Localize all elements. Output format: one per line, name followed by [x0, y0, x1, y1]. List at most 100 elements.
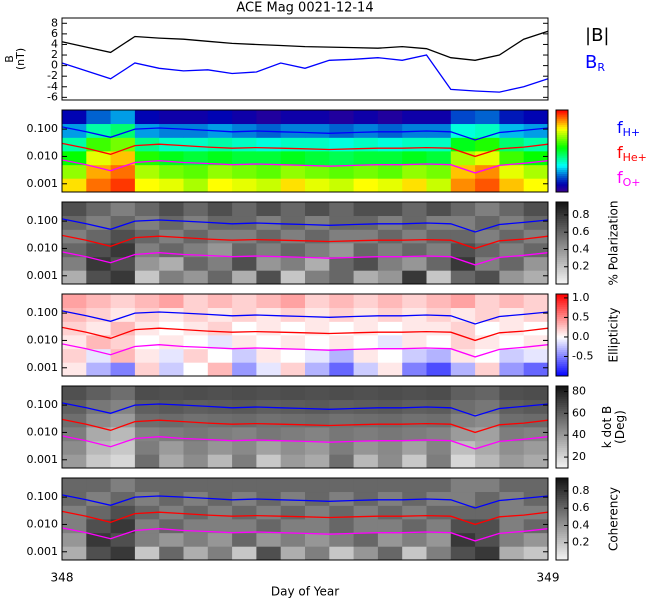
heatmap-cell [305, 270, 330, 285]
heatmap-cell [402, 426, 427, 442]
colorbar-swatch [556, 118, 568, 121]
colorbar-swatch [556, 259, 568, 262]
series-line [61, 510, 549, 526]
heatmap-cell [402, 478, 427, 493]
colorbar-swatch [556, 392, 568, 395]
heatmap-cell [183, 164, 209, 179]
heatmap-cell [353, 348, 379, 363]
heatmap-cell [207, 178, 233, 193]
colorbar-swatch [556, 429, 568, 432]
legend-entry: |B| [585, 25, 609, 46]
heatmap-cell [523, 454, 549, 469]
heatmap-cell [232, 294, 257, 309]
heatmap-cell [402, 413, 427, 428]
heatmap-cell [305, 546, 330, 561]
heatmap-cell [329, 413, 355, 428]
series-line [61, 310, 549, 325]
heatmap-cell [207, 164, 233, 179]
colorbar-swatch [556, 498, 568, 502]
colorbar-swatch [556, 214, 568, 217]
heatmap-cell [523, 413, 549, 428]
heatmap-cell [280, 150, 306, 166]
heatmap-cell [134, 123, 160, 138]
heatmap-cell [305, 215, 330, 230]
heatmap-cell [280, 242, 306, 258]
heatmap-cell [523, 321, 549, 336]
colorbar-swatch [556, 247, 568, 250]
heatmap-cell [207, 334, 233, 350]
heatmap-cell [183, 348, 209, 363]
colorbar-swatch [556, 555, 568, 559]
y-tick-label: 0.100 [27, 306, 59, 319]
heatmap-cell [134, 256, 160, 271]
y-tick-label: 0.010 [27, 149, 59, 162]
heatmap-cell [256, 150, 282, 166]
colorbar-swatch [556, 427, 568, 430]
heatmap-cell [86, 362, 112, 377]
colorbar-swatch [556, 537, 568, 540]
heatmap-cell [305, 150, 330, 166]
heatmap-cell [207, 546, 233, 561]
heatmap-cell [499, 454, 525, 469]
colorbar-swatch [556, 124, 568, 127]
heatmap-cell [62, 532, 87, 547]
colorbar-swatch [556, 345, 568, 348]
heatmap-cell [183, 307, 209, 322]
heatmap-cell [377, 150, 403, 166]
heatmap-cell [134, 454, 160, 469]
colorbar-swatch [556, 455, 568, 459]
heatmap-cell [523, 491, 549, 506]
heatmap-cell [183, 270, 209, 285]
heatmap-cell [183, 215, 209, 230]
heatmap-cell [475, 440, 500, 455]
heatmap-cell [62, 229, 87, 244]
colorbar-tick-label: 60 [572, 406, 586, 419]
heatmap-cell [134, 348, 160, 363]
legend-name: B [585, 52, 597, 73]
heatmap-cell [62, 478, 87, 493]
colorbar-swatch [556, 512, 568, 516]
heatmap-cell [450, 256, 476, 271]
heatmap-cell [159, 386, 184, 401]
heatmap-cell [426, 215, 452, 230]
colorbar-swatch [556, 535, 568, 538]
heatmap-cell [523, 202, 549, 217]
colorbar-swatch [556, 112, 568, 115]
heatmap-cell [499, 137, 525, 152]
heatmap-cell [110, 362, 136, 377]
x-axis-label: Day of Year [271, 585, 339, 599]
heatmap-cell [256, 440, 282, 455]
colorbar-swatch [556, 151, 568, 154]
heatmap-cell [256, 321, 282, 336]
heatmap-cell [280, 546, 306, 561]
colorbar-swatch [556, 142, 568, 146]
colorbar-swatch [556, 324, 568, 328]
colorbar-tick-label: 40 [572, 428, 586, 441]
colorbar-swatch [556, 486, 568, 489]
heatmap-cell [110, 454, 136, 469]
heatmap-cell [499, 440, 525, 455]
heatmap-cell [475, 532, 500, 547]
heatmap-cell [232, 518, 257, 534]
heatmap-cell [207, 242, 233, 258]
heatmap-cell [426, 334, 452, 350]
heatmap-cell [280, 478, 306, 493]
heatmap-cell [402, 518, 427, 534]
heatmap-cell [426, 386, 452, 401]
heatmap-cell [353, 334, 379, 350]
heatmap-cell [256, 178, 282, 193]
heatmap-cell [232, 399, 257, 414]
heatmap-cell [110, 386, 136, 401]
heatmap-cell [232, 454, 257, 469]
heatmap-cell [232, 229, 257, 244]
heatmap-cell [86, 321, 112, 336]
heatmap-cell [232, 334, 257, 350]
colorbar-swatch [556, 265, 568, 269]
heatmap-cell [523, 294, 549, 309]
heatmap-cell [499, 478, 525, 493]
colorbar-swatch [556, 185, 568, 189]
heatmap-cell [402, 532, 427, 547]
heatmap-cell [86, 491, 112, 506]
colorbar-swatch [556, 533, 568, 536]
colorbar-swatch [556, 122, 568, 125]
